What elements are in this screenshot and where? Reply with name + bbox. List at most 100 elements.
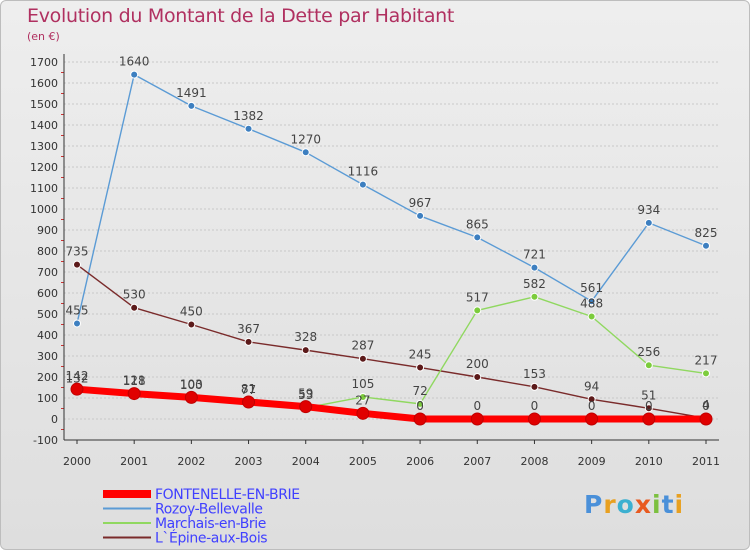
x-tick-label: 2005 (349, 455, 377, 468)
y-tick-label: 1100 (30, 182, 58, 195)
data-point (642, 412, 656, 426)
data-label: 217 (695, 353, 718, 367)
data-point (127, 387, 141, 401)
data-point (473, 373, 482, 381)
data-label: 825 (695, 226, 718, 240)
data-point (416, 399, 425, 408)
data-point (358, 354, 367, 363)
logo-letter: x (634, 490, 652, 519)
x-tick-label: 2003 (235, 455, 263, 468)
data-label: 132 (66, 371, 89, 385)
legend-label: Marchais-en-Brie (155, 516, 266, 532)
logo-letter: r (603, 490, 617, 519)
data-point (530, 382, 539, 391)
data-point (585, 412, 599, 426)
data-point (301, 148, 310, 157)
data-point (356, 406, 370, 420)
data-point (70, 382, 84, 396)
data-label: 77 (241, 383, 256, 397)
data-label: 967 (409, 196, 432, 210)
y-tick-label: 1000 (30, 203, 58, 216)
data-point (416, 363, 425, 372)
data-point (702, 369, 710, 378)
y-tick-label: 100 (37, 392, 58, 405)
data-point (702, 241, 710, 250)
logo-letter: i (652, 490, 662, 519)
data-label: 1382 (233, 109, 264, 123)
y-tick-label: 800 (37, 245, 58, 258)
data-label: 81 (241, 382, 256, 396)
data-point (587, 297, 596, 306)
data-point (358, 392, 367, 401)
y-tick-label: 200 (37, 371, 58, 384)
data-point (130, 303, 139, 312)
proxiti-logo: Proxiti (584, 490, 684, 519)
data-label: 287 (351, 339, 374, 353)
data-point (358, 180, 367, 189)
data-point (187, 320, 196, 329)
y-tick-label: 1600 (30, 77, 58, 90)
data-label: 367 (237, 322, 260, 336)
data-point (244, 337, 253, 346)
y-tick-label: 1700 (30, 56, 58, 69)
data-label: 59 (298, 387, 313, 401)
data-label: 0 (645, 399, 653, 413)
x-tick-label: 2001 (120, 455, 148, 468)
data-label: 721 (523, 248, 546, 262)
data-label: 72 (412, 384, 427, 398)
y-tick-label: 300 (37, 350, 58, 363)
y-tick-label: 600 (37, 287, 58, 300)
data-label: 582 (523, 277, 546, 291)
data-point (527, 412, 541, 426)
data-point (470, 412, 484, 426)
data-label: 1640 (119, 55, 150, 69)
data-point (187, 101, 196, 110)
data-label: 1270 (290, 132, 321, 146)
y-tick-label: 1200 (30, 161, 58, 174)
y-tick-label: -100 (33, 434, 58, 447)
x-tick-label: 2006 (406, 455, 434, 468)
data-label: 100 (180, 378, 203, 392)
x-tick-label: 2008 (520, 455, 548, 468)
data-label: 561 (580, 281, 603, 295)
data-point (244, 124, 253, 133)
data-label: 450 (180, 305, 203, 319)
x-tick-label: 2010 (635, 455, 663, 468)
data-label: 51 (641, 388, 656, 402)
y-tick-label: 0 (51, 413, 58, 426)
x-tick-label: 2009 (578, 455, 606, 468)
data-label: 103 (180, 377, 203, 391)
data-point (130, 70, 139, 79)
data-label: 934 (637, 203, 660, 217)
logo-letter: o (616, 490, 635, 519)
y-tick-label: 400 (37, 329, 58, 342)
x-tick-label: 2007 (463, 455, 491, 468)
y-tick-label: 700 (37, 266, 58, 279)
data-label: 105 (351, 377, 374, 391)
data-point (301, 346, 310, 355)
data-label: 328 (294, 330, 317, 344)
data-label: 735 (66, 245, 89, 259)
data-label: 27 (355, 393, 370, 407)
y-tick-label: 1500 (30, 98, 58, 111)
data-point (587, 312, 596, 321)
data-point (644, 404, 653, 413)
data-label: 200 (466, 357, 489, 371)
data-label: 256 (637, 345, 660, 359)
data-label: 0 (588, 399, 596, 413)
data-point (416, 211, 425, 220)
data-point (587, 395, 596, 404)
data-label: 153 (523, 367, 546, 381)
data-label: 530 (123, 288, 146, 302)
legend-label: Rozoy-Bellevalle (155, 502, 263, 518)
data-label: 53 (298, 388, 313, 402)
data-point (242, 395, 256, 409)
x-tick-label: 2002 (177, 455, 205, 468)
data-label: 1116 (348, 165, 379, 179)
data-point (530, 292, 539, 301)
data-label: 0 (702, 399, 710, 413)
data-point (473, 306, 482, 315)
y-tick-label: 500 (37, 308, 58, 321)
data-label: 121 (123, 374, 146, 388)
